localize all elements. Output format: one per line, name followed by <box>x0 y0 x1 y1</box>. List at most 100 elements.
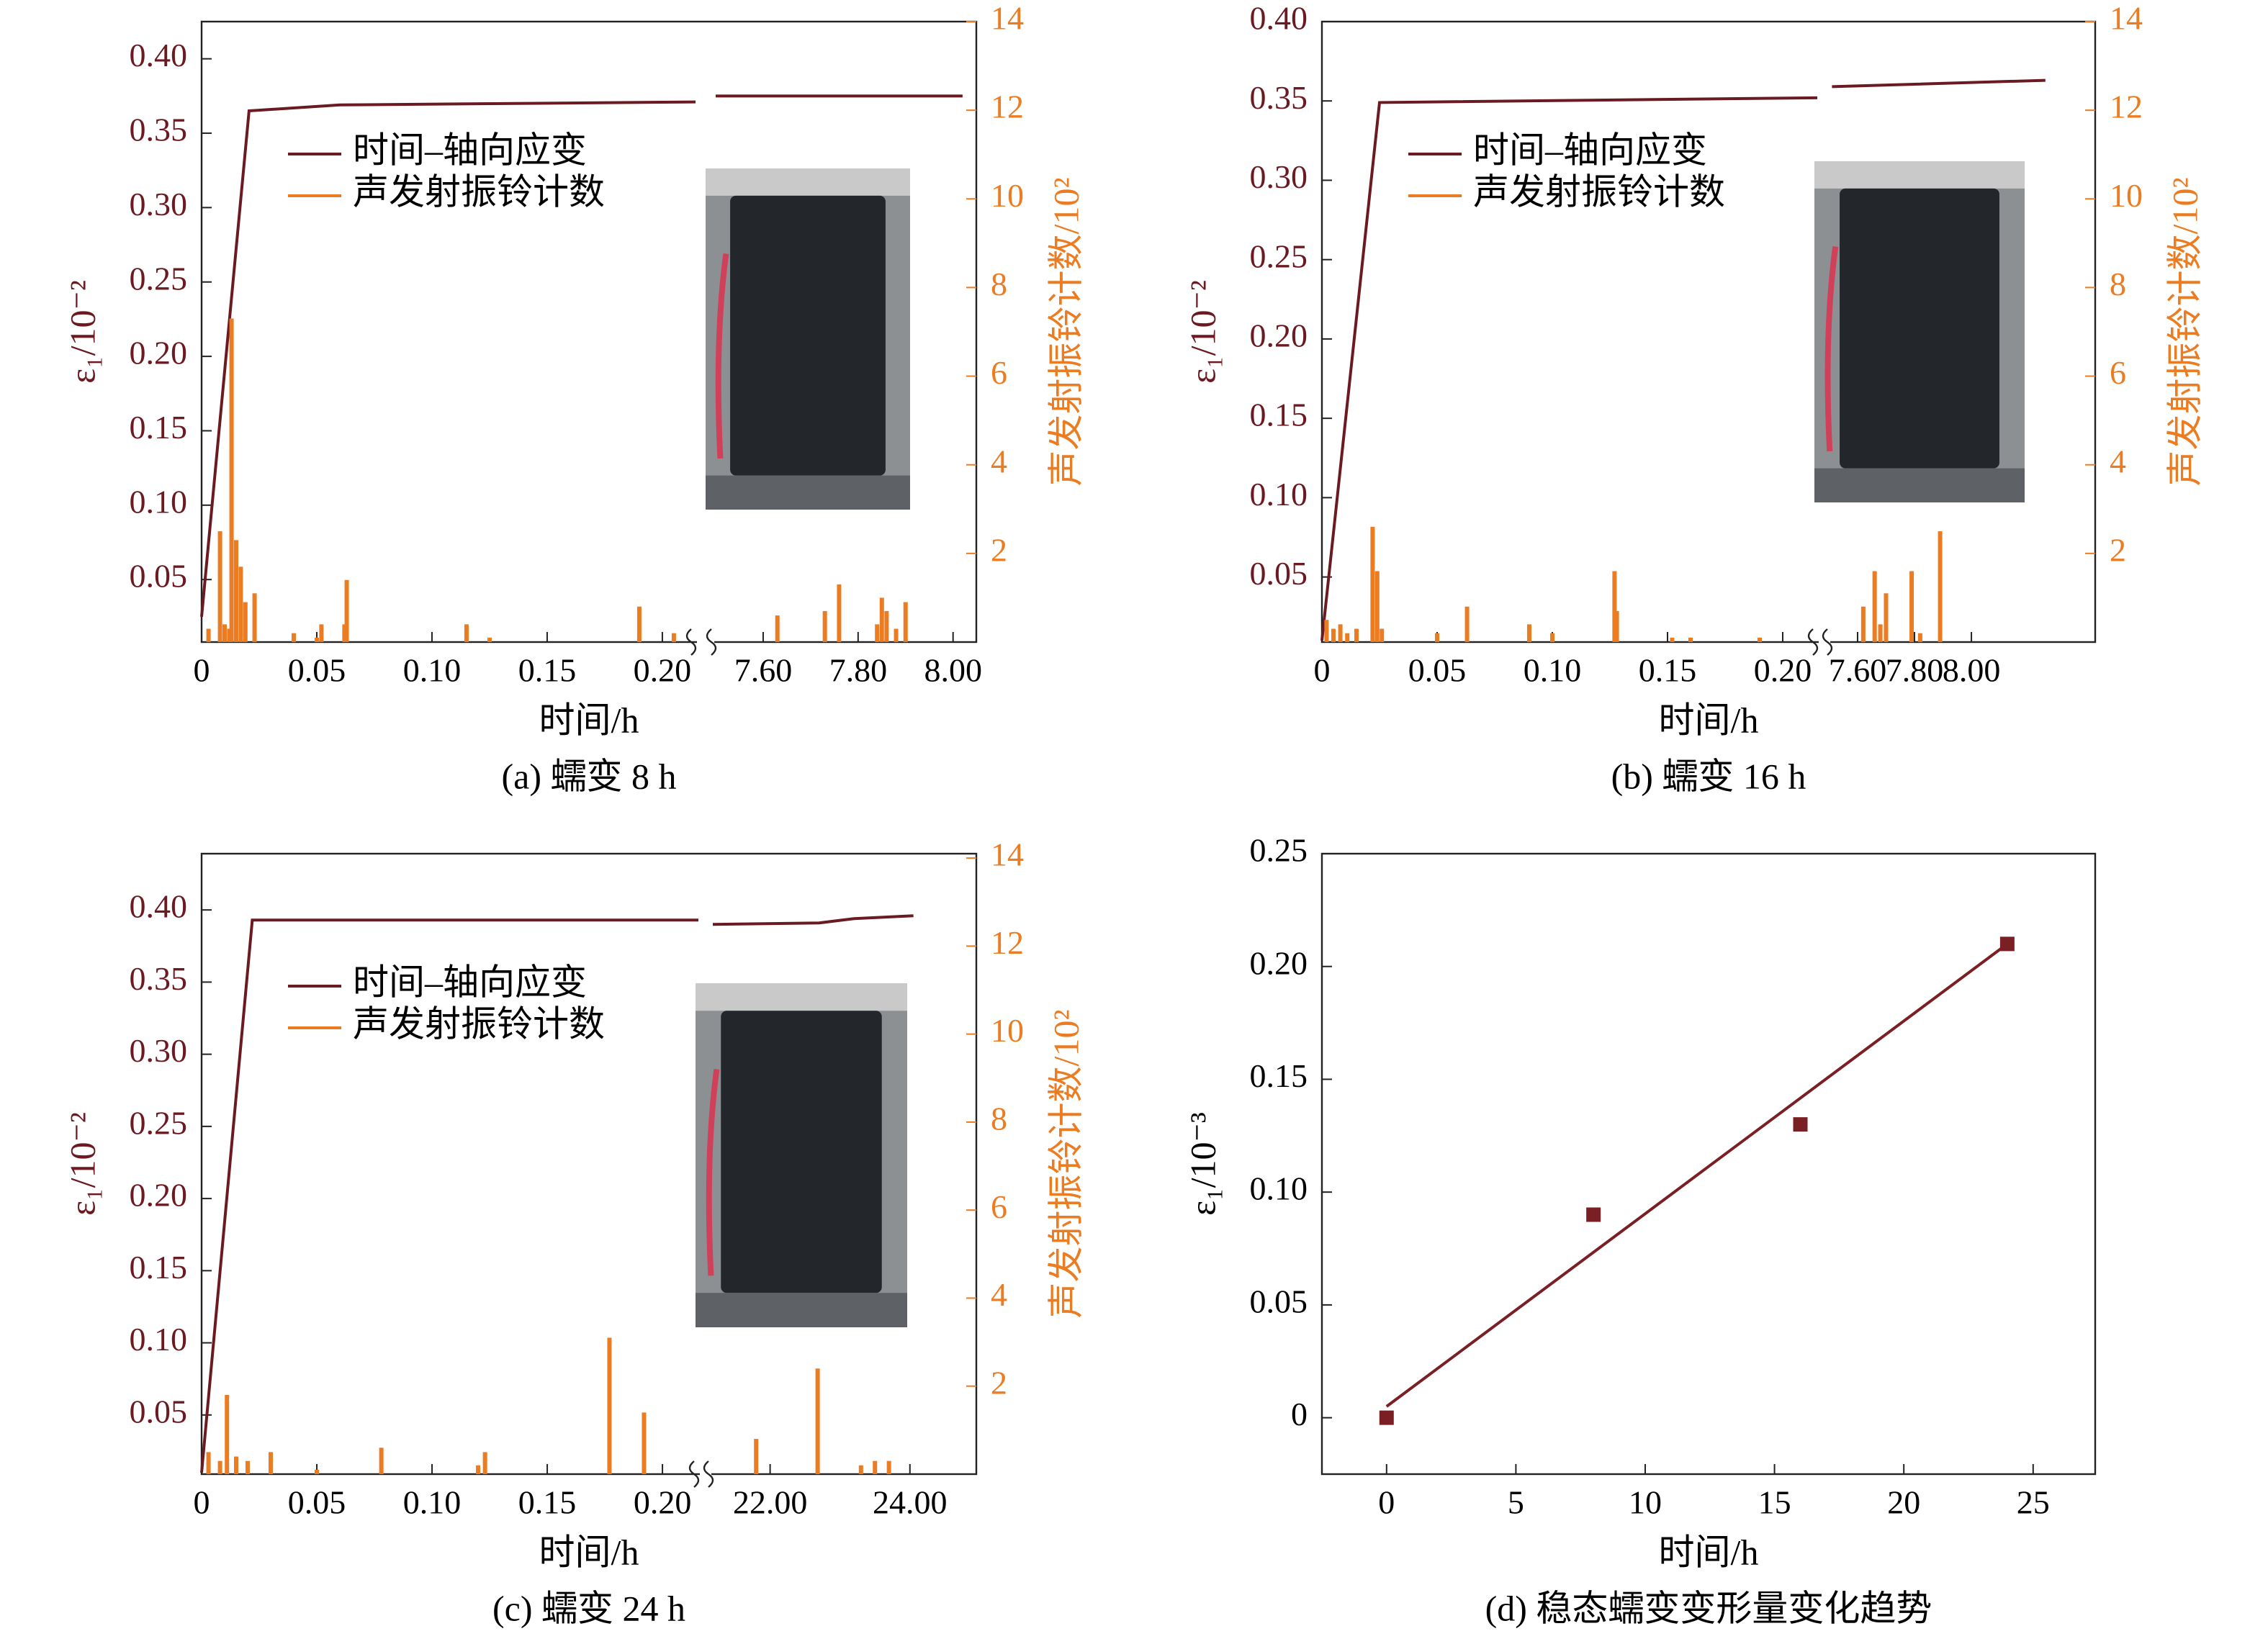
photo-base <box>706 475 910 510</box>
x-tick-label: 0.10 <box>1524 652 1582 689</box>
bar <box>815 1368 820 1474</box>
photo-base <box>1814 468 2025 502</box>
point <box>1793 1117 1808 1132</box>
x-tick-label: 0.20 <box>634 652 692 689</box>
legend-label: 声发射振铃计数 <box>1473 171 1725 212</box>
y-tick-label: 0.05 <box>1250 1283 1308 1319</box>
x-axis-label: 时间/h <box>1659 1532 1759 1572</box>
x-tick-label: 0.20 <box>634 1484 692 1521</box>
bar <box>1331 628 1336 642</box>
bar <box>1435 633 1439 642</box>
legend-label: 声发射振铃计数 <box>353 1003 605 1044</box>
bar <box>1527 624 1531 642</box>
bar <box>642 1412 647 1474</box>
y-tick-label: 0.15 <box>1250 1057 1308 1094</box>
photo-base <box>696 1293 907 1327</box>
x-tick-label: 5 <box>1508 1484 1524 1521</box>
bar <box>1354 628 1359 642</box>
y2-tick-label: 14 <box>991 836 1024 873</box>
x-tick-label: 24.00 <box>873 1484 948 1521</box>
bar <box>1612 571 1617 642</box>
bar <box>464 624 469 642</box>
x-axis-label: 时间/h <box>1659 700 1759 740</box>
y-tick-label: 0.25 <box>130 260 188 297</box>
y2-tick-label: 4 <box>2110 443 2126 479</box>
panel: 0.05 0.10 0.15 0.20 0.25 0.30 0.35 0.40 2 4 6 8 10 12… <box>62 836 1086 1629</box>
bar <box>476 1465 481 1474</box>
bar <box>1872 571 1877 642</box>
bar <box>315 1469 320 1474</box>
axis-break-gap <box>1819 638 1830 646</box>
y-tick-label: 0.10 <box>130 483 188 520</box>
x-tick-label: 10 <box>1629 1484 1662 1521</box>
y-tick-label: 0.20 <box>1250 944 1308 981</box>
x-tick-label: 0.15 <box>1639 652 1697 689</box>
photo-platen <box>1814 161 2025 189</box>
y2-tick-label: 2 <box>991 1364 1007 1401</box>
bar <box>1688 637 1693 642</box>
x-tick-label: 0.15 <box>518 1484 577 1521</box>
bar <box>206 1452 211 1474</box>
point <box>1586 1207 1601 1222</box>
y2-tick-label: 10 <box>991 177 1024 214</box>
y2-tick-label: 8 <box>2110 266 2126 302</box>
y-tick-label: 0.25 <box>130 1104 188 1141</box>
x-axis-label: 时间/h <box>539 700 639 740</box>
bar <box>775 615 780 642</box>
y-tick-label: 0.30 <box>1250 158 1308 195</box>
bar <box>1938 531 1943 642</box>
bar <box>837 584 842 642</box>
axis-break <box>1807 628 1819 656</box>
x-tick-label: 0.05 <box>1408 652 1467 689</box>
y-tick-label: 0.15 <box>130 1249 188 1286</box>
bar <box>342 624 347 642</box>
y2-axis-label: 声发射振铃计数/10² <box>1045 178 1086 487</box>
x-tick-label: 22.00 <box>733 1484 808 1521</box>
x-tick-label: 0.05 <box>288 1484 346 1521</box>
y-tick-label: 0.10 <box>130 1321 188 1358</box>
bar <box>234 1456 239 1474</box>
x-axis-label: 时间/h <box>539 1532 639 1572</box>
y-tick-label: 0.20 <box>130 335 188 371</box>
photo-platen <box>696 983 907 1011</box>
bar <box>1550 633 1554 642</box>
y-tick-label: 0.30 <box>130 186 188 222</box>
axis-break <box>1822 628 1833 656</box>
fit-line <box>1385 942 2009 1408</box>
photo-wire <box>715 253 729 459</box>
bar <box>1884 593 1889 642</box>
y-tick-label: 0.25 <box>1250 832 1308 869</box>
y2-axis-label: 声发射振铃计数/10² <box>1045 1010 1086 1319</box>
x-tick-label: 0.05 <box>288 652 346 689</box>
y2-tick-label: 12 <box>991 924 1024 961</box>
bar <box>903 602 908 642</box>
bar <box>873 1460 878 1474</box>
line <box>200 94 963 618</box>
bar <box>1758 637 1762 642</box>
y-tick-label: 0.15 <box>130 409 188 446</box>
y-tick-label: 0.40 <box>1250 0 1308 37</box>
point <box>1379 1410 1394 1425</box>
bar <box>206 628 211 642</box>
x-tick-label: 8.00 <box>1943 652 2001 689</box>
y-tick-label: 0.10 <box>1250 476 1308 512</box>
y2-tick-label: 14 <box>991 0 1024 37</box>
bar <box>243 602 248 642</box>
bar <box>636 606 642 642</box>
bar <box>314 637 319 642</box>
axis-break <box>685 628 697 656</box>
bar <box>875 624 880 642</box>
y-tick-label: 0.40 <box>130 888 188 925</box>
bar <box>227 628 232 642</box>
y-axis-label: ε₁/10⁻² <box>1182 280 1223 384</box>
panel: 0 0.05 0.10 0.15 0.20 0.25 0 5 10 15 20 25 时间/h (d) 稳… <box>1182 832 2097 1628</box>
y-tick-label: 0 <box>1291 1396 1308 1432</box>
line <box>1320 78 2046 641</box>
bar <box>1670 637 1675 642</box>
y2-tick-label: 4 <box>991 1276 1007 1313</box>
bar <box>822 610 827 642</box>
y2-tick-label: 10 <box>2110 177 2143 214</box>
axis-break <box>703 1460 714 1488</box>
bar <box>894 628 899 642</box>
plot-frame <box>1320 852 2097 1476</box>
